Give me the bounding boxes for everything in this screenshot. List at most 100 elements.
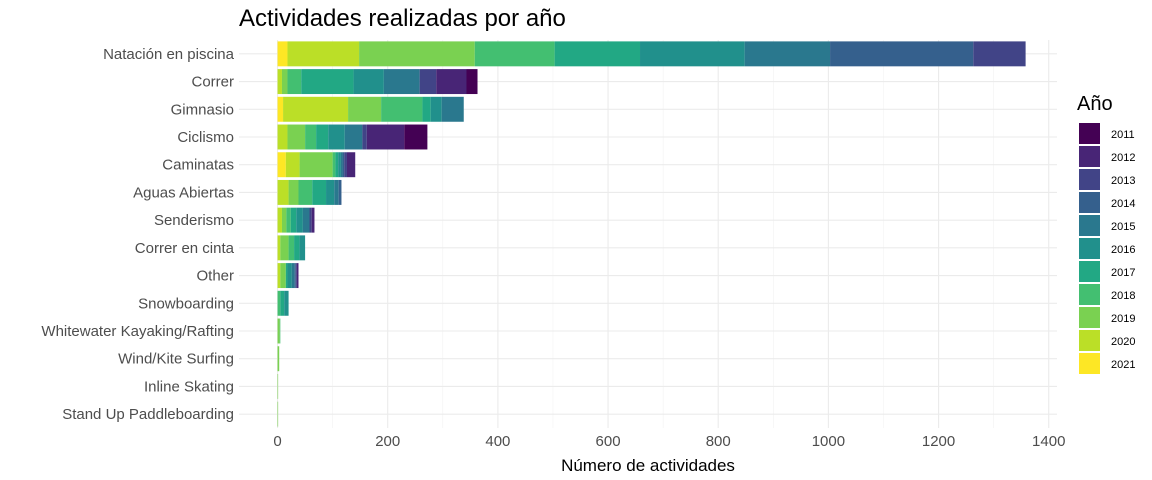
bar-segment-2013 [309,207,312,233]
bar-segment-2020 [277,69,282,95]
legend-swatch-2018 [1079,284,1100,305]
x-axis-title: Número de actividades [561,456,735,475]
bar-segment-2020 [277,179,289,205]
bar-segment-2018 [286,207,291,233]
legend-label: 2012 [1111,152,1135,164]
category-label: Natación en piscina [103,46,235,63]
bar-segment-2015 [302,207,310,233]
bar-segment-2015 [340,152,343,178]
bar-segment-2012 [296,263,299,289]
legend-swatch-2019 [1079,307,1100,328]
bar-segment-2016 [328,124,345,150]
bar-segment-2021 [277,152,286,178]
bar-segment-2018 [288,235,295,261]
bar-segment-2013 [362,124,367,150]
bar-segment-2016 [338,152,341,178]
category-label: Correr [191,74,234,91]
bar-segment-2016 [284,290,289,316]
bar-segment-2012 [311,207,315,233]
bar-segment-2016 [299,235,306,261]
bar-segment-2018 [277,290,281,316]
bar-segment-2013 [419,69,437,95]
bar-segment-2017 [280,290,285,316]
bar-segment-2019 [277,318,280,344]
bar-segment-2018 [287,69,302,95]
bar-segment-2014 [342,152,345,178]
x-tick-label: 1000 [812,433,845,450]
bar-segment-2015 [744,41,831,67]
bar-segment-2018 [305,124,317,150]
bar-segment-2017 [316,124,329,150]
bar-segment-2021 [277,96,284,122]
legend-swatch-2020 [1079,330,1100,351]
bar-segment-2011 [466,69,478,95]
bar-segment-2012 [436,69,467,95]
bar-segment-2015 [334,179,339,205]
legend-label: 2018 [1111,290,1135,302]
legend-label: 2016 [1111,244,1135,256]
bar-segment-2015 [344,124,363,150]
legend-label: 2021 [1111,359,1135,371]
x-tick-label: 800 [706,433,731,450]
category-label: Other [196,268,234,285]
bar-segment-2019 [280,235,289,261]
bar-segment-2014 [294,263,296,289]
legend-title: Año [1077,93,1113,115]
category-label: Caminatas [162,157,234,174]
bar-segment-2017 [335,152,339,178]
bar-segment-2013 [344,152,347,178]
bar-segment-2019 [281,69,288,95]
bar-segment-2019 [277,401,279,427]
bar-segment-2013 [973,41,1026,67]
category-label: Ciclismo [177,129,234,146]
bar-segment-2011 [404,124,428,150]
legend-swatch-2021 [1079,353,1100,374]
bar-segment-2014 [830,41,974,67]
category-labels: Natación en piscina Correr Gimnasio Ciclism… [41,46,234,423]
category-label: Snowboarding [138,295,234,312]
legend-swatch-2014 [1079,192,1100,213]
legend-label: 2020 [1111,336,1135,348]
bar-segment-2017 [285,263,288,289]
bar-segment-2018 [298,179,313,205]
bar-segment-2015 [383,69,420,95]
bar-segment-2020 [277,263,281,289]
bar-segment-2017 [554,41,641,67]
legend-swatch-2017 [1079,261,1100,282]
bar-segment-2019 [280,263,286,289]
legend-swatch-2015 [1079,215,1100,236]
bar-segment-2020 [287,41,360,67]
bar-segment-2016 [640,41,745,67]
bar-segment-2017 [422,96,431,122]
x-axis-ticks: 0 200 400 600 800 1000 1200 1400 [273,433,1065,450]
bar-segment-2018 [279,318,281,344]
bar-segment-2017 [312,179,327,205]
legend-swatch-2016 [1079,238,1100,259]
x-tick-label: 600 [596,433,621,450]
legend-label: 2017 [1111,267,1135,279]
bar-segment-2016 [430,96,442,122]
bar-segment-2017 [294,235,300,261]
bar-segment-2015 [441,96,464,122]
legend-label: 2013 [1111,175,1135,187]
bar-segment-2018 [332,152,336,178]
legend: Año 2011 2012 2013 2014 2015 2016 2017 2018 2019… [1077,93,1135,374]
category-label: Correr en cinta [135,240,235,257]
bar-segment-2016 [287,263,292,289]
legend-swatch-2012 [1079,146,1100,167]
legend-swatch-2013 [1079,169,1100,190]
category-label: Wind/Kite Surfing [118,351,234,368]
x-tick-label: 0 [273,433,281,450]
x-tick-label: 400 [485,433,510,450]
category-label: Aguas Abiertas [133,184,234,201]
category-label: Stand Up Paddleboarding [62,406,234,423]
legend-label: 2014 [1111,198,1135,210]
bar-segment-2019 [359,41,475,67]
bar-segment-2016 [353,69,384,95]
bar-segment-2020 [277,207,282,233]
x-tick-label: 1400 [1032,433,1065,450]
category-label: Senderismo [154,212,234,229]
x-tick-label: 200 [375,433,400,450]
bar-segment-2012 [346,152,356,178]
